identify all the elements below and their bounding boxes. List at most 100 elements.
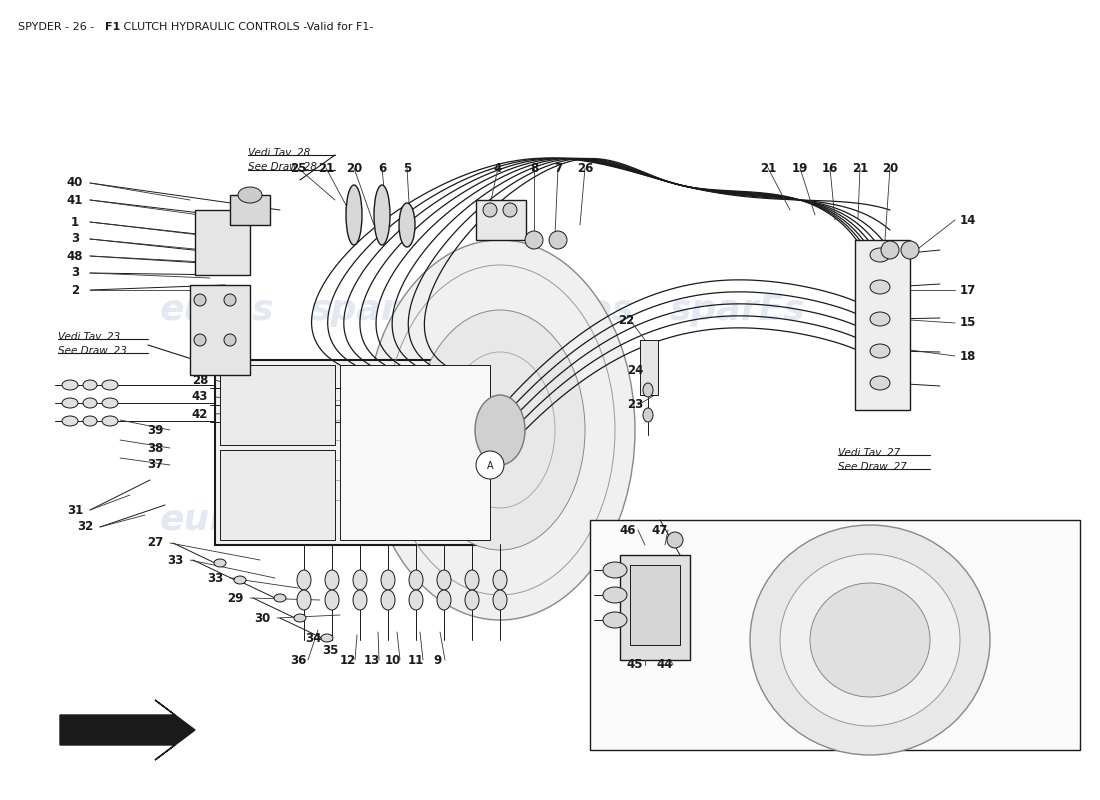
Ellipse shape <box>62 398 78 408</box>
Text: 33: 33 <box>207 571 223 585</box>
Text: 40: 40 <box>67 177 84 190</box>
Text: 25: 25 <box>289 162 306 174</box>
Text: 16: 16 <box>822 162 838 174</box>
Text: 13: 13 <box>364 654 381 666</box>
Ellipse shape <box>549 231 566 249</box>
Ellipse shape <box>870 376 890 390</box>
Ellipse shape <box>780 554 960 726</box>
Ellipse shape <box>493 570 507 590</box>
Ellipse shape <box>224 294 236 306</box>
Ellipse shape <box>603 587 627 603</box>
Ellipse shape <box>476 451 504 479</box>
Text: 3: 3 <box>70 266 79 279</box>
Text: 32: 32 <box>77 521 94 534</box>
Bar <box>620 555 690 660</box>
Text: euros: euros <box>160 503 275 537</box>
Ellipse shape <box>321 634 333 642</box>
Text: A: A <box>486 461 493 471</box>
Text: sparEs: sparEs <box>670 293 805 327</box>
Bar <box>630 565 680 645</box>
Ellipse shape <box>374 185 390 245</box>
Text: 28: 28 <box>191 374 208 386</box>
Text: 21: 21 <box>851 162 868 174</box>
Ellipse shape <box>465 570 478 590</box>
Ellipse shape <box>62 380 78 390</box>
Ellipse shape <box>365 240 635 620</box>
Text: 48: 48 <box>67 250 84 262</box>
Text: sparEs: sparEs <box>310 293 446 327</box>
Ellipse shape <box>381 590 395 610</box>
Bar <box>855 240 910 410</box>
Ellipse shape <box>102 416 118 426</box>
Ellipse shape <box>62 416 78 426</box>
Ellipse shape <box>399 203 415 247</box>
Text: 37: 37 <box>147 458 163 471</box>
Bar <box>230 195 270 225</box>
Bar <box>220 365 336 445</box>
Text: 15: 15 <box>960 317 977 330</box>
Ellipse shape <box>603 562 627 578</box>
Polygon shape <box>60 700 195 760</box>
Text: 39: 39 <box>146 423 163 437</box>
Text: 7: 7 <box>554 162 562 174</box>
Ellipse shape <box>324 590 339 610</box>
Ellipse shape <box>644 408 653 422</box>
Text: 44: 44 <box>657 658 673 671</box>
Text: 46: 46 <box>619 523 636 537</box>
Ellipse shape <box>437 570 451 590</box>
Text: 2: 2 <box>70 283 79 297</box>
Bar <box>476 200 526 240</box>
Ellipse shape <box>194 294 206 306</box>
Text: Vedi Tav. 28: Vedi Tav. 28 <box>248 148 310 158</box>
Ellipse shape <box>409 590 424 610</box>
Bar <box>190 285 250 375</box>
Text: 34: 34 <box>305 631 321 645</box>
Ellipse shape <box>437 590 451 610</box>
Text: 22: 22 <box>618 314 635 326</box>
Text: 17: 17 <box>960 283 977 297</box>
Text: 42: 42 <box>191 407 208 421</box>
Ellipse shape <box>503 203 517 217</box>
Text: 24: 24 <box>627 363 644 377</box>
Ellipse shape <box>346 185 362 245</box>
Bar <box>640 340 658 395</box>
Ellipse shape <box>82 416 97 426</box>
Text: 43: 43 <box>191 390 208 403</box>
Text: 30: 30 <box>254 611 271 625</box>
Text: 27: 27 <box>147 537 163 550</box>
Text: 11: 11 <box>408 654 425 666</box>
Text: 21: 21 <box>318 162 334 174</box>
Ellipse shape <box>603 612 627 628</box>
Text: Vedi Tav. 27: Vedi Tav. 27 <box>838 448 900 458</box>
Ellipse shape <box>274 594 286 602</box>
Ellipse shape <box>475 395 525 465</box>
Bar <box>195 210 250 275</box>
Bar <box>220 450 336 540</box>
Ellipse shape <box>82 398 97 408</box>
Text: 14: 14 <box>960 214 977 226</box>
Text: 1: 1 <box>70 215 79 229</box>
Ellipse shape <box>353 590 367 610</box>
Ellipse shape <box>409 570 424 590</box>
Text: 29: 29 <box>227 591 243 605</box>
Text: 10: 10 <box>385 654 402 666</box>
Ellipse shape <box>483 203 497 217</box>
Text: 20: 20 <box>345 162 362 174</box>
Text: 41: 41 <box>67 194 84 206</box>
Text: F1: F1 <box>104 22 120 32</box>
Ellipse shape <box>102 398 118 408</box>
Text: 9: 9 <box>433 654 442 666</box>
Ellipse shape <box>194 334 206 346</box>
Ellipse shape <box>901 241 918 259</box>
Bar <box>590 520 1080 750</box>
Ellipse shape <box>381 570 395 590</box>
Text: euros: euros <box>160 293 275 327</box>
Text: 6: 6 <box>378 162 386 174</box>
Text: 23: 23 <box>627 398 644 411</box>
Text: 38: 38 <box>146 442 163 454</box>
Text: 3: 3 <box>70 233 79 246</box>
Bar <box>214 360 495 545</box>
Ellipse shape <box>525 231 543 249</box>
Text: 36: 36 <box>289 654 306 666</box>
Ellipse shape <box>881 241 899 259</box>
